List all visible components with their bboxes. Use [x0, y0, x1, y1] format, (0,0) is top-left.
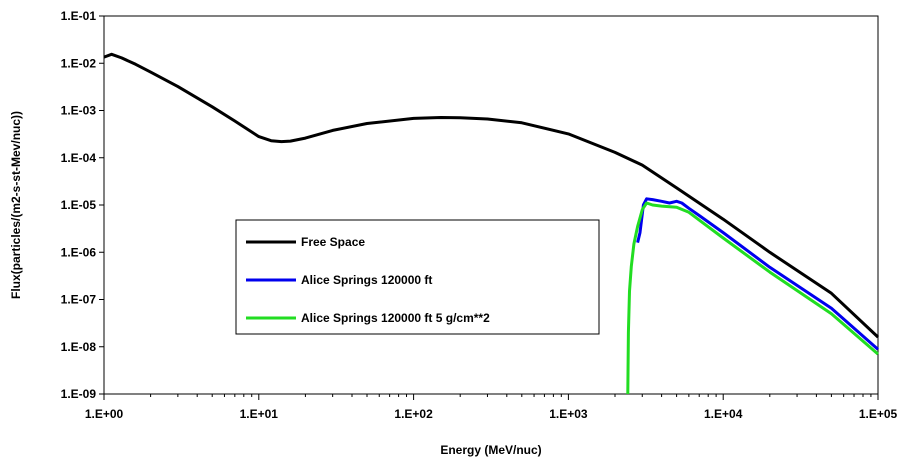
- x-tick-label: 1.E+00: [85, 407, 124, 421]
- y-tick-label: 1.E-08: [61, 340, 97, 354]
- x-axis-title: Energy (MeV/nuc): [440, 443, 541, 457]
- series-layer: [103, 52, 880, 395]
- legend-label-alice-springs: Alice Springs 120000 ft: [301, 273, 432, 287]
- legend-label-free-space: Free Space: [301, 235, 365, 249]
- x-axis-ticks: 1.E+00 1.E+01 1.E+02 1.E+03 1.E+04 1.E+05: [85, 394, 898, 421]
- y-tick-label: 1.E-09: [61, 387, 97, 401]
- y-axis-ticks: 1.E-09 1.E-08 1.E-07 1.E-06 1.E-05 1.E-04 1.E-…: [61, 9, 104, 401]
- legend-label-alice-springs-shielded: Alice Springs 120000 ft 5 g/cm**2: [301, 311, 490, 325]
- x-tick-label: 1.E+01: [240, 407, 279, 421]
- series-line-1: [636, 197, 879, 351]
- y-axis-title: Flux(particles/(m2-s-st-Mev/nuc)): [9, 111, 23, 299]
- x-tick-label: 1.E+04: [704, 407, 743, 421]
- y-tick-label: 1.E-07: [61, 293, 97, 307]
- x-tick-label: 1.E+03: [549, 407, 588, 421]
- x-tick-label: 1.E+05: [859, 407, 898, 421]
- legend-box: [235, 219, 600, 335]
- y-tick-label: 1.E-05: [61, 198, 97, 212]
- y-tick-label: 1.E-06: [61, 245, 97, 259]
- legend: Free Space Alice Springs 120000 ft Alice…: [235, 219, 600, 335]
- plot-area: [103, 15, 879, 395]
- y-tick-label: 1.E-02: [61, 56, 97, 70]
- series-line-0: [103, 52, 880, 339]
- y-tick-label: 1.E-01: [61, 9, 97, 23]
- y-tick-label: 1.E-04: [61, 151, 97, 165]
- x-tick-label: 1.E+02: [394, 407, 433, 421]
- series-line-2: [626, 201, 879, 395]
- y-tick-label: 1.E-03: [61, 104, 97, 118]
